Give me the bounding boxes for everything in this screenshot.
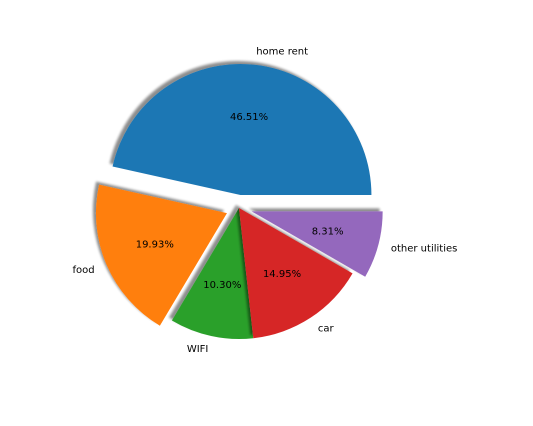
- pie-slice-food: [95, 184, 227, 326]
- pie-category-label-other-utilities: other utilities: [391, 244, 457, 255]
- pie-percent-label-food: 19.93%: [136, 239, 174, 250]
- pie-percent-label-other-utilities: 8.31%: [312, 227, 344, 238]
- pie-slice-home-rent: [112, 63, 372, 195]
- pie-category-label-wifi: WIFI: [187, 344, 209, 355]
- pie-percent-label-car: 14.95%: [263, 269, 301, 280]
- pie-slices: [95, 63, 383, 339]
- pie-percent-label-home-rent: 46.51%: [230, 112, 268, 123]
- pie-percent-label-wifi: 10.30%: [203, 280, 241, 291]
- pie-category-label-food: food: [73, 265, 95, 276]
- pie-labels: 46.51% home rent 19.93% food 10.30% WIFI 14.95…: [73, 47, 458, 355]
- pie-category-label-car: car: [318, 324, 335, 335]
- pie-slice-wifi: [171, 208, 254, 339]
- pie-category-label-home-rent: home rent: [256, 47, 308, 58]
- pie-slice-car: [239, 208, 353, 339]
- pie-slice-other-utilities: [251, 211, 383, 277]
